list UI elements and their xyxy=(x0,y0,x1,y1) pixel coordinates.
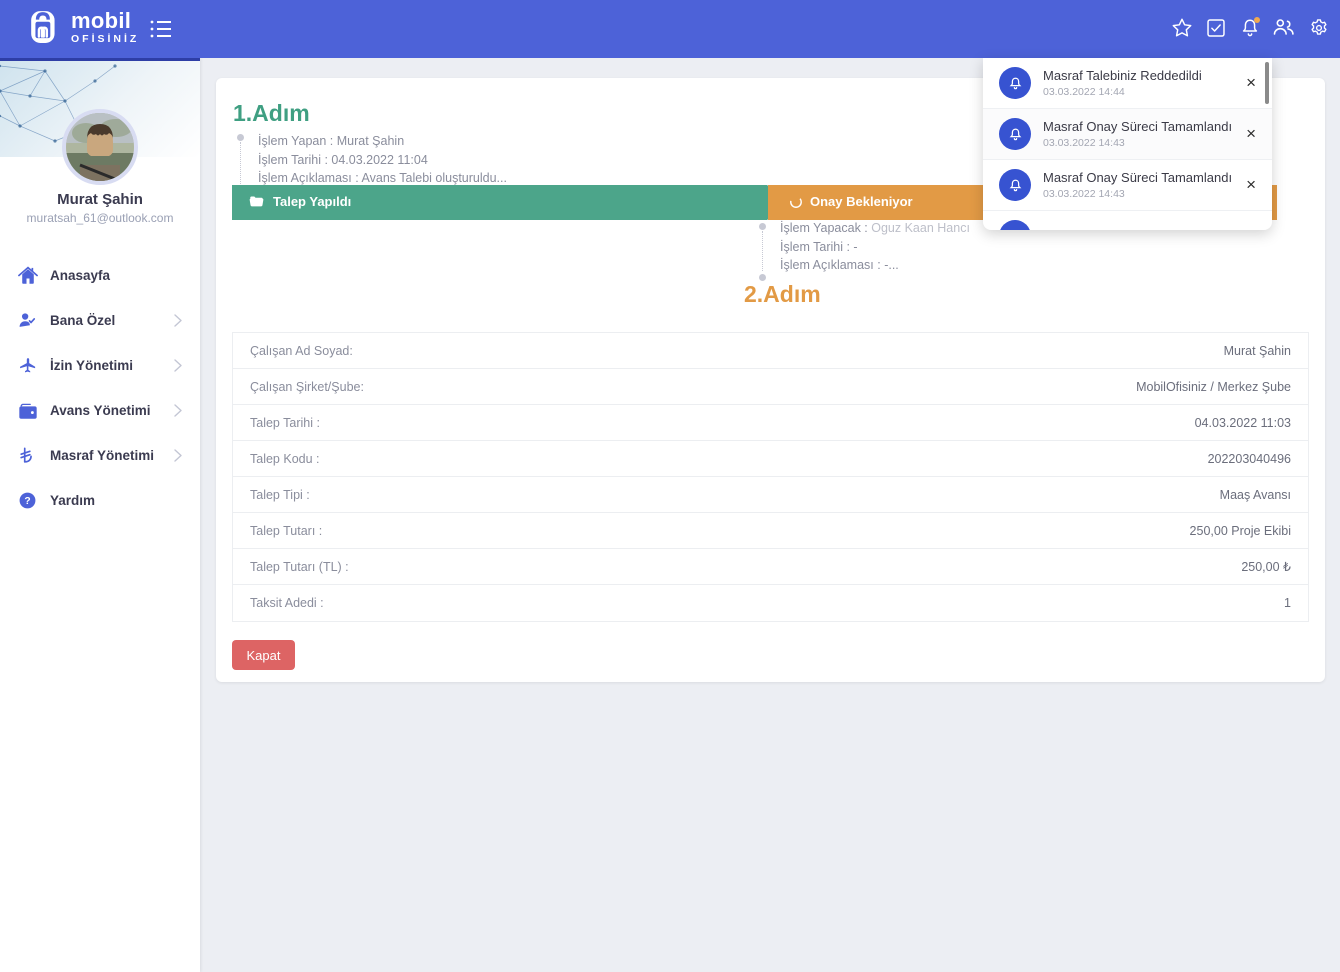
svg-text:?: ? xyxy=(24,496,30,507)
